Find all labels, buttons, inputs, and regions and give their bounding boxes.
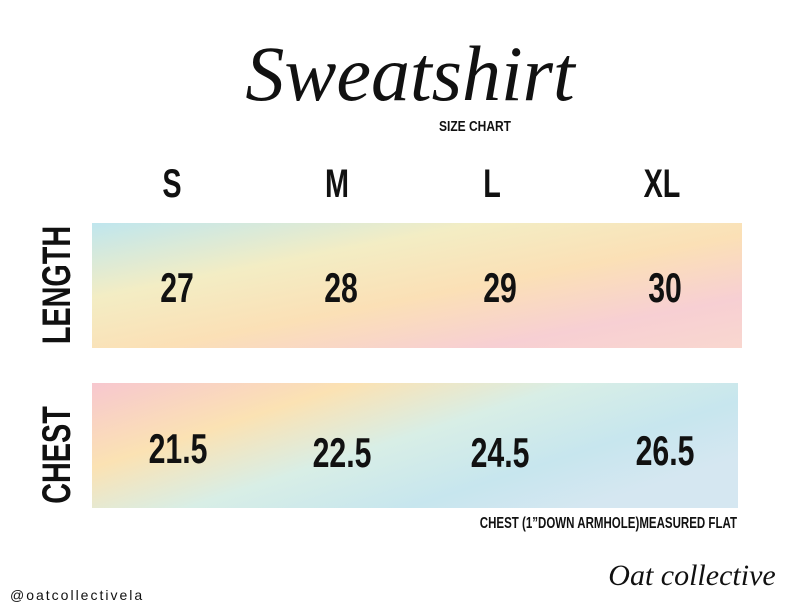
cell: 24.5: [471, 429, 530, 476]
cell: 22.5: [313, 429, 372, 476]
brand: Oat collective: [608, 559, 775, 592]
column-header: M: [325, 161, 349, 206]
subtitle: SIZE CHART: [439, 118, 512, 135]
cell: 30: [648, 264, 682, 311]
cell: 29: [483, 264, 517, 311]
column-header: L: [483, 161, 501, 206]
cell: 21.5: [149, 425, 208, 472]
column-header: XL: [644, 161, 681, 206]
social-handle: @oatcollectivela: [10, 587, 144, 603]
cell: 27: [160, 264, 194, 311]
note: CHEST (1”DOWN ARMHOLE)MEASURED FLAT: [480, 513, 738, 531]
column-header: S: [162, 161, 181, 206]
cell: 26.5: [636, 427, 695, 474]
row-band: [92, 383, 738, 508]
row-label: LENGTH: [34, 226, 79, 344]
row-label: CHEST: [34, 406, 79, 504]
title: Sweatshirt: [245, 30, 577, 117]
row-band: [92, 223, 742, 348]
cell: 28: [324, 264, 358, 311]
